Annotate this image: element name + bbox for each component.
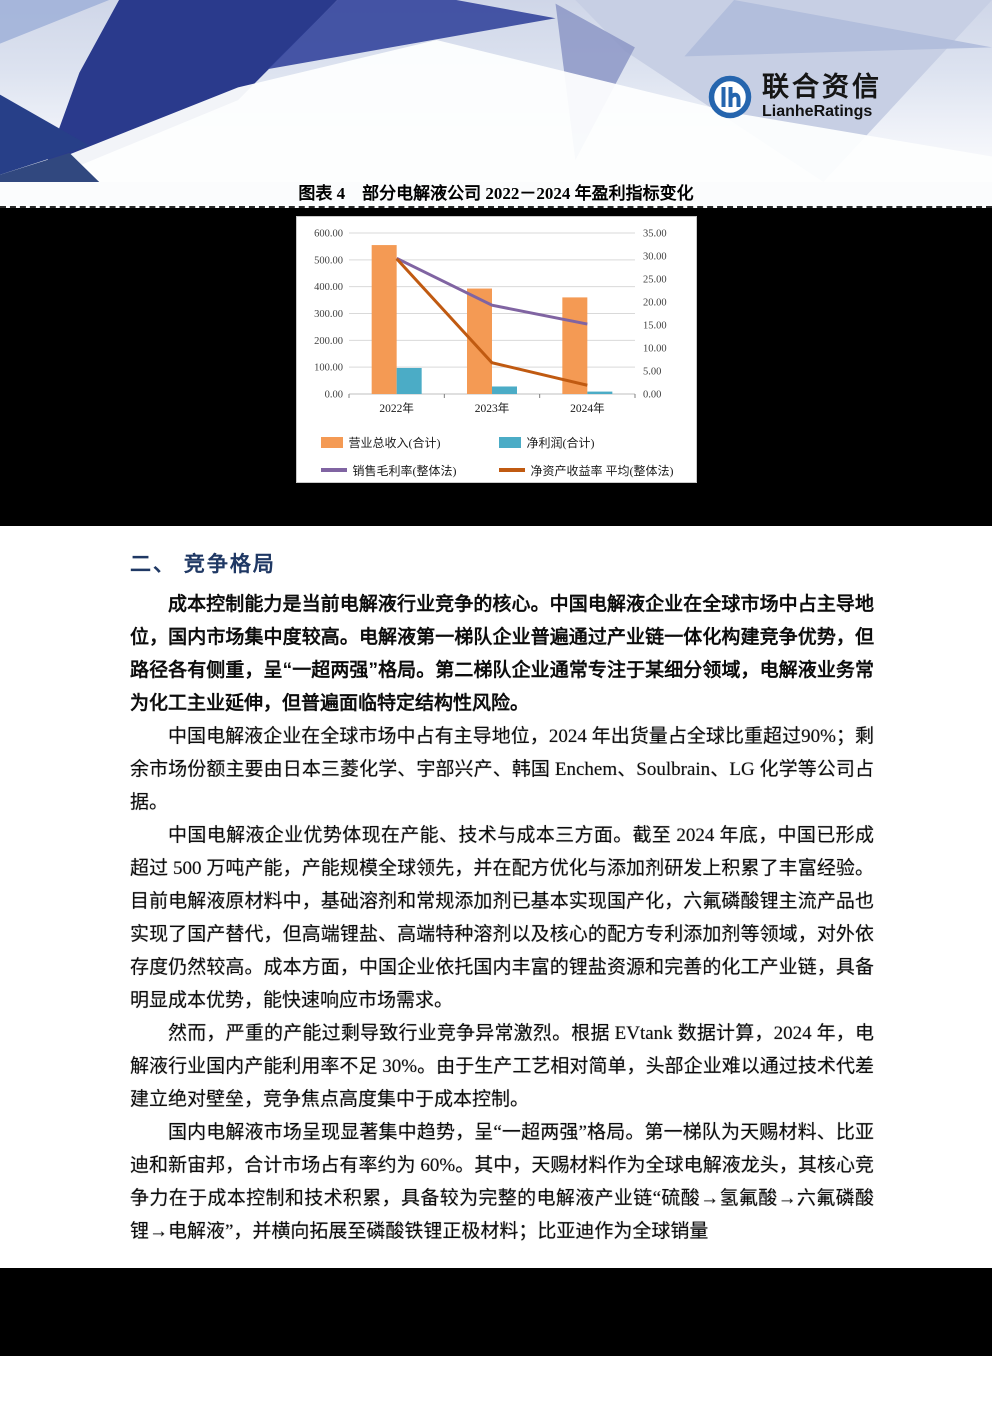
section-heading: 二、 竞争格局 <box>130 553 276 576</box>
legend-item-0: 营业总收入(合计) <box>320 431 499 453</box>
paragraph-lead: 成本控制能力是当前电解液行业竞争的核心。中国电解液企业在全球市场中占主导地位，国… <box>130 594 874 714</box>
legend-label: 营业总收入(合计) <box>348 435 441 450</box>
legend-label: 净资产收益率 平均(整体法) <box>530 463 674 478</box>
svg-text:100.00: 100.00 <box>314 363 343 374</box>
brand-logo: 联合资信 LianheRatings <box>708 72 882 121</box>
chart-container: 0.00 100.00 200.00 300.00 400.00 500.00 600.00… <box>295 216 697 483</box>
svg-text:30.00: 30.00 <box>643 252 667 263</box>
paragraph-global-share: 中国电解液企业在全球市场中占有主导地位，2024 年出货量占全球比重超过90%；… <box>130 726 874 813</box>
legend-line-swatch <box>320 468 347 472</box>
legend-label: 销售毛利率(整体法) <box>352 463 457 478</box>
chart-band: 0.00 100.00 200.00 300.00 400.00 500.00 600.00… <box>0 208 992 526</box>
bottom-band <box>0 1268 992 1356</box>
svg-text:25.00: 25.00 <box>643 275 667 286</box>
legend-item-1: 净利润(合计) <box>498 431 692 453</box>
bar-1-cat-1 <box>491 386 517 394</box>
paragraph-advantages: 中国电解液企业优势体现在产能、技术与成本三方面。截至 2024 年底，中国已形成… <box>130 825 874 1011</box>
svg-text:500.00: 500.00 <box>314 255 343 266</box>
svg-text:0.00: 0.00 <box>643 390 661 401</box>
svg-text:300.00: 300.00 <box>314 309 343 320</box>
svg-text:2024年: 2024年 <box>570 401 605 415</box>
combo-chart: 0.00 100.00 200.00 300.00 400.00 500.00 600.00… <box>297 219 696 429</box>
svg-text:35.00: 35.00 <box>643 229 667 240</box>
svg-text:600.00: 600.00 <box>314 229 343 240</box>
page-header: 联合资信 LianheRatings <box>0 0 992 182</box>
svg-text:20.00: 20.00 <box>643 298 667 309</box>
body-content: 二、 竞争格局 成本控制能力是当前电解液行业竞争的核心。中国电解液企业在全球市场… <box>0 548 992 1248</box>
legend-bar-swatch <box>498 436 521 448</box>
bar-1-cat-0 <box>396 367 422 394</box>
line-series-0 <box>395 256 588 326</box>
line-series-1 <box>395 257 588 387</box>
bar-1-cat-2 <box>586 391 612 394</box>
paragraph-overcapacity: 然而，严重的产能过剩导致行业竞争异常激烈。根据 EVtank 数据计算，2024… <box>130 1023 874 1110</box>
svg-text:400.00: 400.00 <box>314 282 343 293</box>
bar-0-cat-2 <box>561 297 587 394</box>
brand-text: 联合资信 LianheRatings <box>762 72 882 121</box>
svg-text:5.00: 5.00 <box>643 367 661 378</box>
figure-title: 图表 4 部分电解液公司 2022－2024 年盈利指标变化 <box>0 182 992 208</box>
legend-item-2: 销售毛利率(整体法) <box>320 459 499 481</box>
legend-item-3: 净资产收益率 平均(整体法) <box>498 459 692 481</box>
brand-name-zh: 联合资信 <box>762 72 882 102</box>
combo-chart-svg: 0.00 100.00 200.00 300.00 400.00 500.00 600.00… <box>314 229 667 416</box>
legend-label: 净利润(合计) <box>526 435 595 450</box>
svg-text:15.00: 15.00 <box>643 321 667 332</box>
legend-line-swatch <box>498 468 525 472</box>
paragraph-market-structure: 国内电解液市场呈现显著集中趋势，呈“一超两强”格局。第一梯队为天赐材料、比亚迪和… <box>130 1122 874 1242</box>
bar-0-cat-0 <box>371 245 397 394</box>
svg-text:2023年: 2023年 <box>474 401 509 415</box>
svg-text:10.00: 10.00 <box>643 344 667 355</box>
legend-bar-swatch <box>320 436 343 448</box>
svg-text:200.00: 200.00 <box>314 336 343 347</box>
svg-text:0.00: 0.00 <box>324 390 342 401</box>
svg-text:2022年: 2022年 <box>379 401 414 415</box>
brand-name-en: LianheRatings <box>762 103 873 120</box>
chart-legend: 营业总收入(合计) 净利润(合计) 销售毛利率(整体法) 净资产收益率 平均(整体法) <box>297 429 696 481</box>
lianhe-logo-icon <box>708 75 752 118</box>
